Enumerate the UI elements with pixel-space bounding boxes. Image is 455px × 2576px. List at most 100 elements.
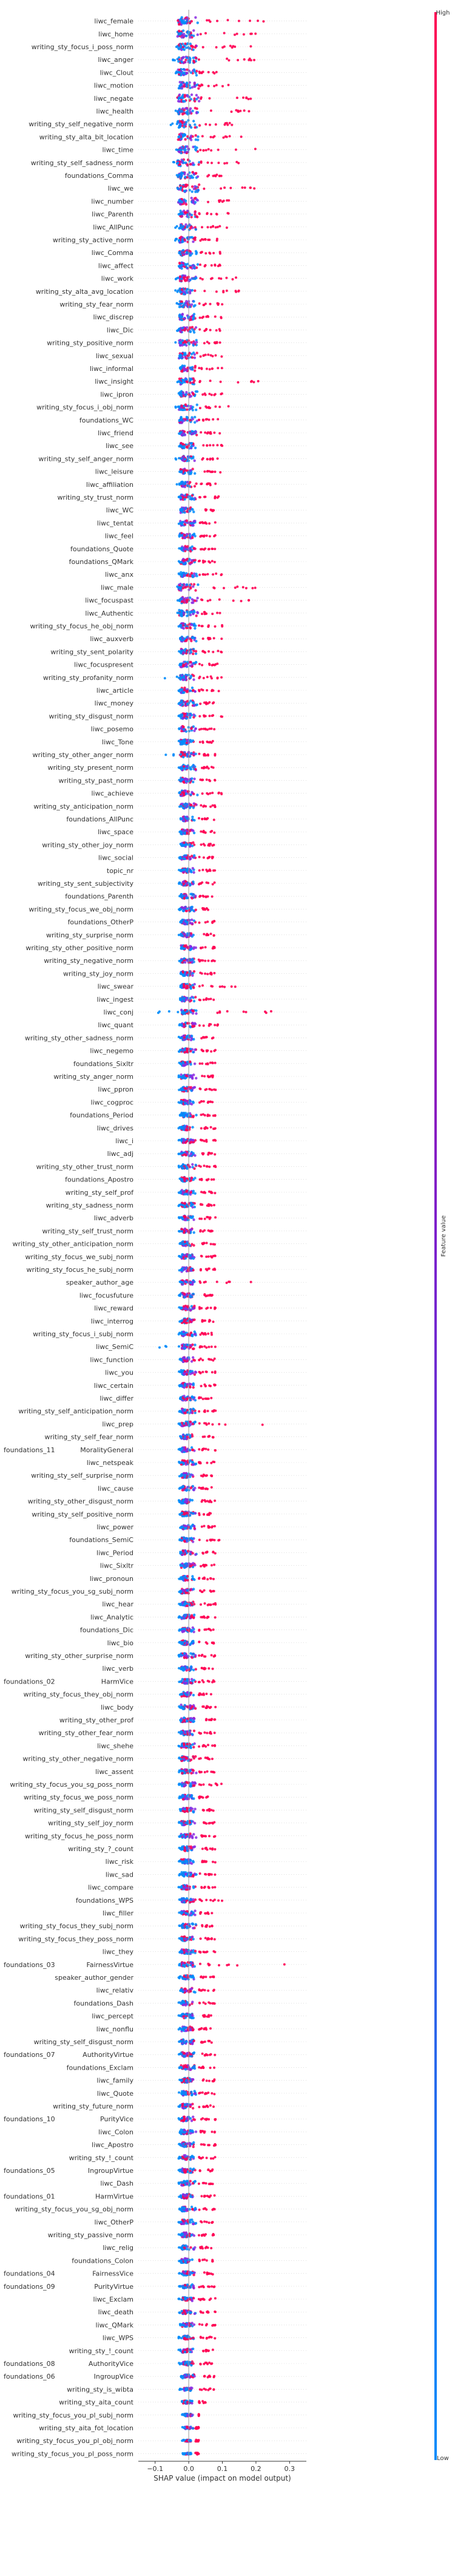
shap-point	[198, 302, 201, 305]
shap-point	[214, 663, 217, 666]
shap-point	[192, 725, 195, 729]
feature-label: writing_sty_other_positive_norm	[25, 944, 133, 952]
shap-point	[213, 84, 216, 87]
shap-point	[178, 125, 181, 129]
shap-point	[228, 121, 231, 124]
shap-point	[193, 777, 196, 781]
shap-point	[179, 177, 183, 180]
shap-point	[194, 201, 197, 204]
shap-point	[207, 353, 210, 356]
shap-point	[223, 162, 226, 165]
shap-point	[220, 650, 223, 653]
shap-point	[192, 780, 195, 784]
shap-point	[236, 585, 239, 588]
shap-point	[177, 1127, 180, 1130]
shap-point	[178, 457, 181, 460]
shap-point	[191, 1025, 194, 1028]
shap-point	[182, 32, 186, 36]
shap-point	[192, 650, 195, 653]
shap-point	[187, 1087, 191, 1090]
shap-point	[213, 1204, 215, 1206]
shap-point	[205, 868, 208, 871]
shap-point	[180, 508, 183, 511]
feature-label: liwc_see	[106, 442, 133, 450]
shap-point	[262, 20, 265, 23]
shap-point	[200, 1178, 203, 1181]
shap-point	[192, 48, 195, 52]
shap-point	[180, 1152, 182, 1155]
shap-point	[204, 766, 207, 769]
shap-point	[197, 58, 200, 61]
feature-label: writing_sty_joy_norm	[63, 970, 133, 977]
shap-point	[203, 534, 206, 537]
shap-point	[190, 303, 194, 306]
shap-point	[184, 175, 187, 179]
shap-point	[182, 562, 186, 566]
shap-point	[187, 119, 190, 122]
shap-point	[180, 727, 183, 730]
shap-point	[175, 483, 178, 486]
feature-label: writing_sty_other_sadness_norm	[25, 1034, 133, 1042]
shap-point	[228, 199, 231, 202]
shap-point	[213, 971, 216, 974]
shap-point	[250, 32, 253, 35]
shap-point	[183, 648, 186, 652]
shap-point	[186, 135, 189, 138]
shap-point	[184, 998, 187, 1002]
feature-label: liwc_motion	[94, 82, 133, 90]
shap-point	[180, 650, 183, 653]
shap-point	[206, 1115, 209, 1117]
feature-label: liwc_space	[98, 828, 133, 836]
shap-point	[198, 985, 201, 988]
shap-point	[185, 445, 188, 449]
shap-point	[195, 172, 198, 175]
shap-point	[216, 226, 219, 228]
shap-point	[207, 70, 210, 73]
shap-point	[190, 829, 194, 832]
shap-point	[185, 369, 188, 372]
shap-point	[185, 717, 188, 720]
shap-point	[257, 19, 259, 22]
shap-point	[200, 83, 203, 86]
shap-point	[199, 1165, 202, 1168]
shap-point	[178, 341, 181, 344]
shap-point	[177, 97, 180, 100]
shap-point	[190, 430, 194, 433]
shap-point	[192, 802, 195, 805]
feature-label: liwc_anx	[105, 571, 133, 579]
shap-point	[190, 522, 193, 525]
shap-point	[194, 589, 197, 592]
shap-point	[195, 56, 198, 59]
shap-point	[206, 470, 209, 473]
shap-point	[215, 212, 218, 216]
shap-point	[178, 29, 181, 33]
shap-point	[180, 418, 183, 421]
feature-label: writing_sty_disgust_norm	[49, 712, 133, 720]
feature-label: liwc_health	[96, 107, 134, 115]
shap-point	[216, 457, 219, 460]
shap-point	[198, 496, 201, 499]
shap-point	[214, 1153, 217, 1156]
feature-label: liwc_auxverb	[90, 635, 133, 643]
shap-point	[196, 199, 199, 202]
shap-point	[201, 135, 204, 138]
shap-point	[192, 29, 195, 32]
shap-point	[192, 172, 195, 175]
shap-point	[178, 432, 181, 435]
shap-point	[192, 393, 195, 396]
shap-point	[192, 970, 196, 973]
shap-point	[214, 521, 217, 524]
shap-point	[192, 120, 195, 123]
shap-point	[180, 96, 183, 99]
shap-point	[206, 418, 209, 421]
shap-point	[177, 135, 180, 138]
shap-point	[183, 253, 186, 256]
shap-point	[184, 651, 188, 655]
feature-label: liwc_number	[91, 197, 133, 205]
shap-point	[180, 404, 183, 407]
shap-point	[181, 622, 184, 625]
shap-point	[183, 906, 186, 909]
shap-point	[180, 277, 183, 280]
shap-point	[190, 727, 193, 730]
shap-point	[195, 352, 198, 355]
